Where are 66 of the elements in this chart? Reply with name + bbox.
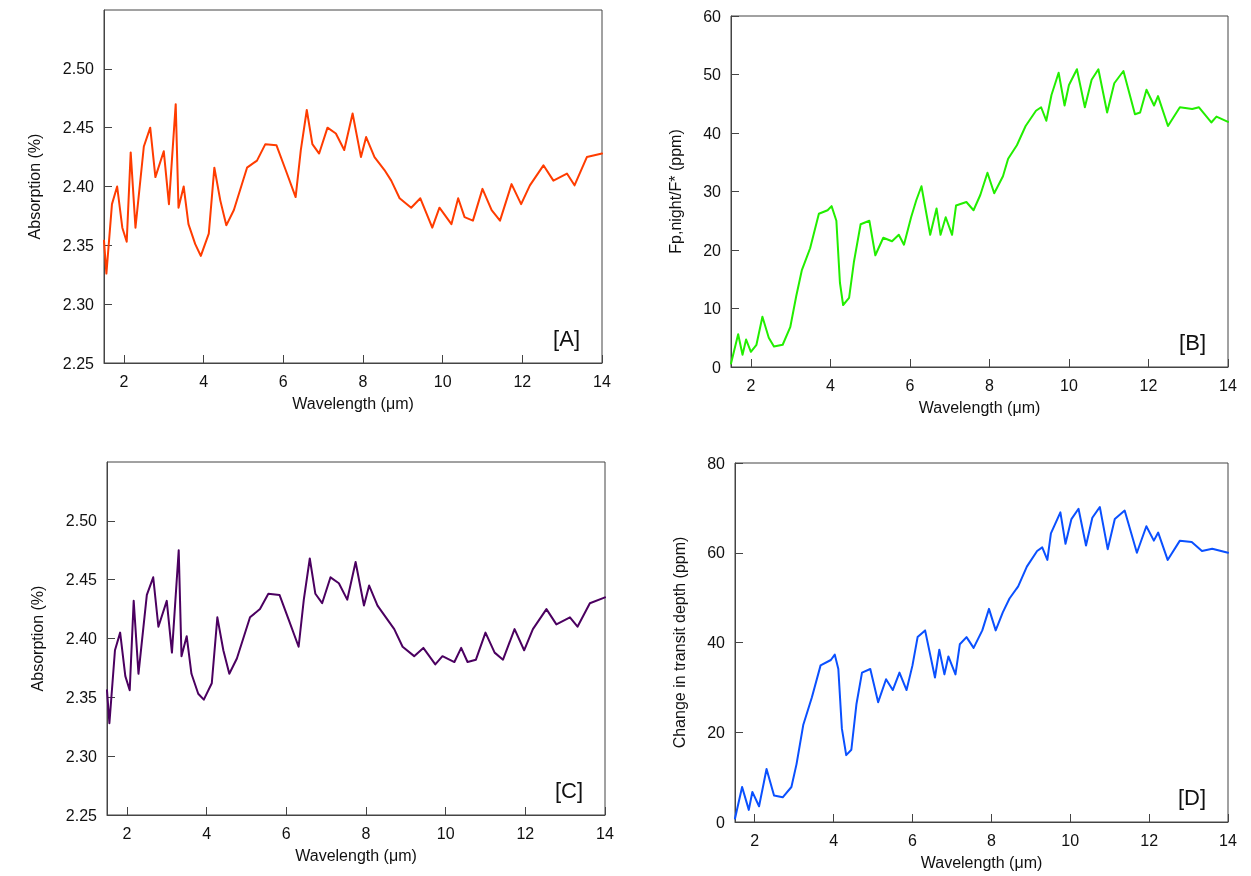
y-tick-label: 2.35 xyxy=(62,236,95,254)
y-axis-title: Change in transit depth (ppm) xyxy=(670,536,688,749)
annotation: [D] xyxy=(1177,784,1207,810)
y-tick-label: 2.50 xyxy=(62,60,95,78)
x-tick-label: 14 xyxy=(1219,831,1237,849)
y-tick-label: 2.45 xyxy=(62,119,95,137)
x-tick-label: 6 xyxy=(905,376,915,394)
y-tick-label: 50 xyxy=(703,66,722,83)
y-tick-label: 2.25 xyxy=(62,354,95,372)
x-tick-label: 10 xyxy=(1060,376,1078,394)
x-tick-label: 6 xyxy=(278,372,288,390)
y-tick-label: 40 xyxy=(707,634,726,651)
x-tick-label: 8 xyxy=(986,831,996,849)
y-tick-label: 20 xyxy=(703,241,722,259)
x-tick-label: 10 xyxy=(433,372,452,390)
annotation: [A] xyxy=(553,325,581,351)
y-tick-label: 80 xyxy=(707,454,726,472)
x-tick-label: 4 xyxy=(825,376,835,394)
x-tick-label: 12 xyxy=(516,824,535,842)
x-tick-label: 10 xyxy=(1061,831,1080,849)
x-axis-title: Wavelength (μm) xyxy=(292,394,414,412)
x-axis-title: Wavelength (μm) xyxy=(295,846,417,864)
y-tick-label: 0 xyxy=(712,358,722,376)
y-tick-label: 2.50 xyxy=(65,512,98,530)
annotation: [C] xyxy=(554,777,584,803)
x-axis-title: Wavelength (μm) xyxy=(920,853,1043,871)
line-series xyxy=(103,103,603,275)
x-tick-label: 12 xyxy=(1139,376,1158,394)
x-tick-label: 8 xyxy=(358,372,368,390)
x-tick-label: 2 xyxy=(746,376,756,394)
y-axis-title: Absorption (%) xyxy=(25,133,43,240)
y-tick-label: 2.25 xyxy=(65,806,98,824)
x-tick-label: 4 xyxy=(202,824,212,842)
y-tick-label: 2.40 xyxy=(65,630,98,647)
y-tick-label: 60 xyxy=(703,7,722,25)
y-axis-title: Absorption (%) xyxy=(28,585,46,692)
x-tick-label: 12 xyxy=(513,372,532,390)
x-tick-label: 6 xyxy=(281,824,291,842)
x-tick-label: 8 xyxy=(984,376,994,394)
x-tick-label: 10 xyxy=(436,824,455,842)
x-axis-title: Wavelength (μm) xyxy=(918,398,1041,416)
x-tick-label: 4 xyxy=(199,372,209,390)
y-tick-label: 60 xyxy=(707,544,726,562)
annotation: [B] xyxy=(1179,329,1207,355)
y-tick-label: 40 xyxy=(703,124,722,142)
y-tick-label: 2.35 xyxy=(65,688,98,706)
y-tick-label: 2.45 xyxy=(65,571,98,589)
x-tick-label: 2 xyxy=(119,372,129,390)
y-tick-label: 20 xyxy=(707,723,726,741)
x-tick-label: 14 xyxy=(593,372,611,390)
x-tick-label: 14 xyxy=(1219,376,1237,394)
x-tick-label: 14 xyxy=(596,824,614,842)
line-series xyxy=(106,549,606,725)
x-tick-label: 6 xyxy=(908,831,918,849)
y-tick-label: 2.30 xyxy=(62,295,95,313)
y-tick-label: 2.30 xyxy=(65,747,98,765)
y-tick-label: 30 xyxy=(703,183,722,200)
y-tick-label: 2.40 xyxy=(62,178,95,195)
y-tick-label: 10 xyxy=(703,300,722,317)
y-axis-title: Fp,night/F* (ppm) xyxy=(666,129,684,254)
y-tick-label: 0 xyxy=(716,813,726,831)
x-tick-label: 2 xyxy=(122,824,132,842)
x-tick-label: 12 xyxy=(1140,831,1159,849)
x-tick-label: 4 xyxy=(829,831,839,849)
x-tick-label: 8 xyxy=(361,824,371,842)
x-tick-label: 2 xyxy=(750,831,760,849)
